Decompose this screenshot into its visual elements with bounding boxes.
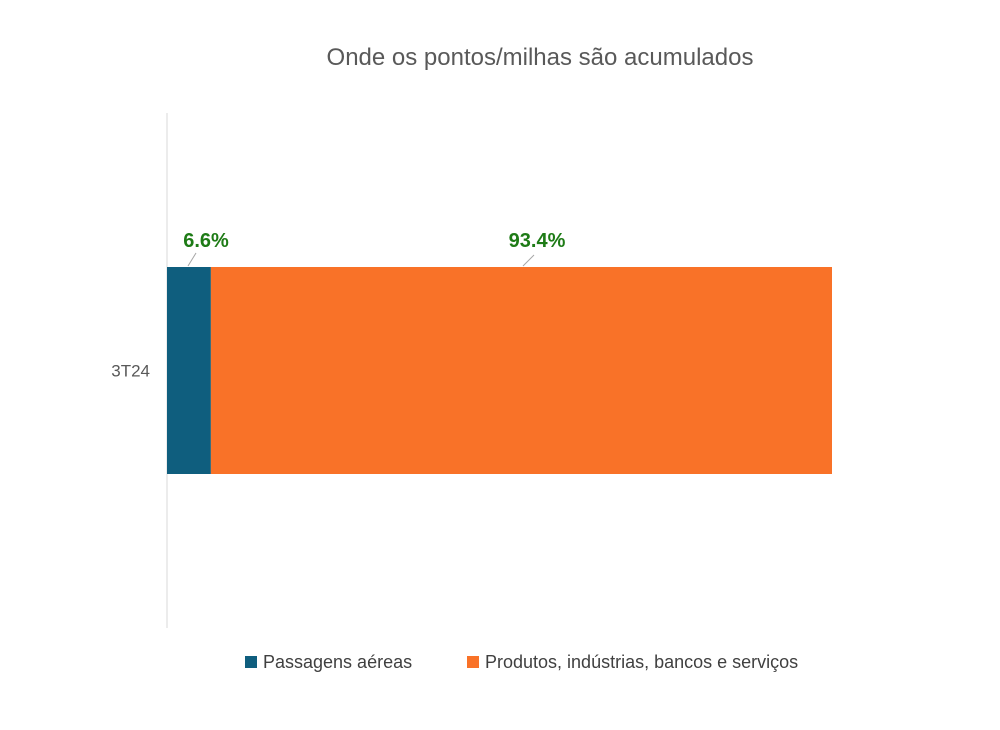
chart-title: Onde os pontos/milhas são acumulados — [326, 44, 754, 71]
legend-item-passagens: Passagens aéreas — [245, 651, 412, 673]
legend-swatch — [467, 656, 479, 668]
legend-item-produtos: Produtos, indústrias, bancos e serviços — [467, 651, 798, 673]
data-label-2: 93.4% — [509, 230, 566, 252]
leader-line-2 — [522, 254, 535, 267]
leader-line-1 — [187, 252, 197, 267]
legend-label: Passagens aéreas — [263, 651, 413, 672]
legend-label: Produtos, indústrias, bancos e serviços — [485, 651, 799, 672]
legend-swatch — [245, 656, 257, 668]
category-label: 3T24 — [111, 362, 150, 381]
bar-segment-2 — [210, 267, 832, 474]
data-label-1: 6.6% — [183, 230, 229, 252]
bar-segment-1 — [167, 267, 211, 474]
